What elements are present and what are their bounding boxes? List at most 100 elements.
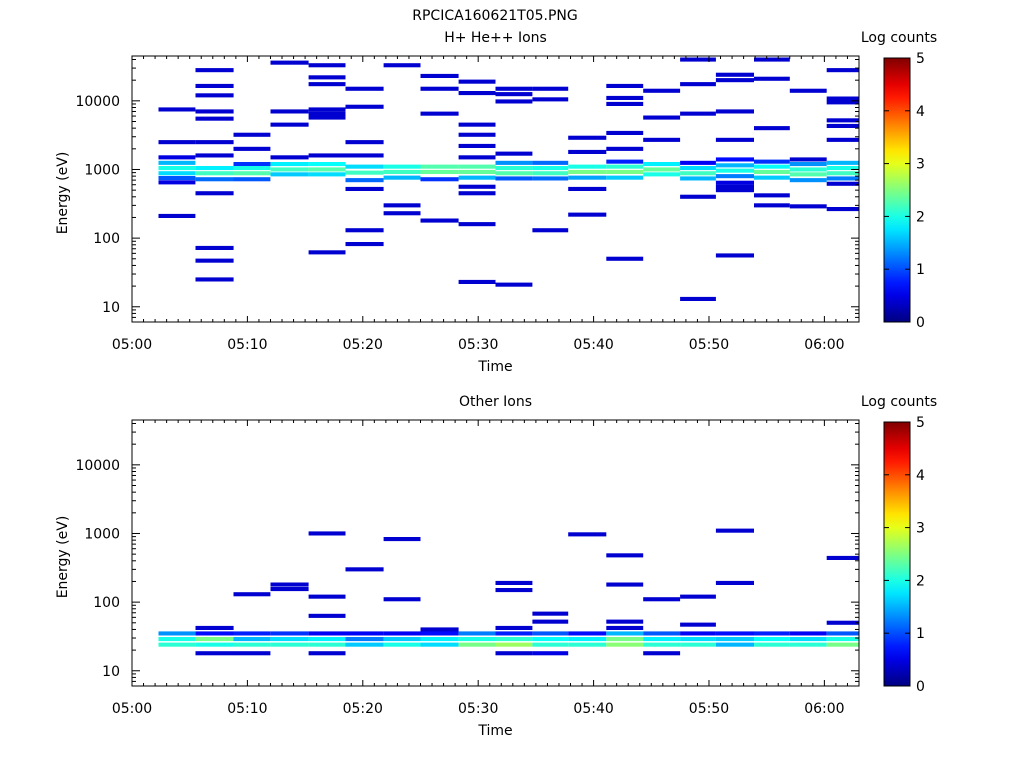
spectrogram-cell [789,642,827,647]
spectrogram-cell [715,174,754,179]
spectrogram-cell [383,203,421,208]
spectrogram-cell [233,592,271,597]
colorbar-tick-label: 2 [916,573,925,589]
spectrogram-cell [715,580,754,585]
spectrogram-cell [270,162,309,167]
x-tick-label: 06:00 [804,701,844,717]
spectrogram-cell [195,166,234,171]
spectrogram-cell [532,611,569,616]
spectrogram-cell [233,631,271,636]
spectrogram-cells [158,57,859,301]
spectrogram-cell [532,642,569,647]
spectrogram-cell [715,157,754,162]
spectrogram-cell [715,637,754,642]
spectrogram-cell [308,613,346,618]
spectrogram-cell [568,631,607,636]
spectrogram-cell [233,146,271,151]
colorbar-tick-label: 5 [916,51,925,67]
spectrogram-cell [158,107,196,112]
spectrogram-cell [826,96,859,101]
spectrogram-cell [606,553,644,558]
spectrogram-cell [495,631,533,636]
spectrogram-cell [754,203,790,208]
spectrogram-cell [495,580,533,585]
spectrogram-cell [458,191,496,196]
spectrogram-cell [458,91,496,96]
colorbar-tick-label: 3 [916,521,925,537]
spectrogram-cell [458,169,496,174]
colorbar [883,57,911,323]
spectrogram-cell [308,250,346,255]
spectrogram-cell [754,637,790,642]
spectrogram-cell [458,279,496,284]
spectrogram-cell [345,242,384,247]
spectrogram-cell [606,164,644,169]
colorbar-tick-label: 0 [916,679,925,695]
spectrogram-cell [270,60,309,65]
spectrogram-cell [532,631,569,636]
spectrogram-cell [826,176,859,181]
spectrogram-cell [680,82,716,87]
spectrogram-cell [308,642,346,647]
spectrogram-cell [789,157,827,162]
spectrogram-cell [308,637,346,642]
spectrogram-cell [345,140,384,145]
spectrogram-cell [643,631,681,636]
spectrogram-cell [643,137,681,142]
spectrogram-cell [495,166,533,171]
spectrogram-cell [308,111,346,116]
y-axis-label: Energy (eV) [55,152,71,235]
spectrogram-cell [568,642,607,647]
spectrogram-cell [532,651,569,656]
spectrogram-cell [233,171,271,176]
spectrogram-cell [606,256,644,261]
spectrogram-cell [195,177,234,182]
spectrogram-cell [606,175,644,180]
spectrogram-cell [826,100,859,105]
spectrogram-cell [826,637,859,642]
spectrogram-cell [233,642,271,647]
spectrogram-cell [270,587,309,592]
spectrogram-cell [789,204,827,209]
spectrogram-cell [754,159,790,164]
spectrogram-cell [420,218,459,223]
spectrogram-cell [715,109,754,114]
spectrogram-cells [158,528,859,656]
spectrogram-cell [643,88,681,93]
spectrogram-cell [826,207,859,212]
y-tick-label: 100 [93,231,120,247]
spectrogram-cell [158,176,196,181]
spectrogram-cell [458,175,496,180]
spectrogram-cell [345,178,384,183]
spectrogram-cell [495,99,533,104]
y-axis-label: Energy (eV) [55,516,71,599]
spectrogram-cell [195,258,234,263]
spectrogram-cell [195,191,234,196]
spectrogram-cell [308,631,346,636]
spectrogram-cell [420,86,459,91]
spectrogram-cell [606,582,644,587]
spectrogram-cell [458,184,496,189]
spectrogram-cell [158,637,196,642]
spectrogram-cell [345,170,384,175]
spectrogram-cell [643,642,681,647]
spectrogram-cell [233,166,271,171]
spectrogram-cell [158,180,196,185]
spectrogram-cell [606,619,644,624]
spectrogram-cell [308,107,346,112]
spectrogram-cell [383,211,421,216]
spectrogram-cell [789,631,827,636]
spectrogram-cell [532,619,569,624]
spectrogram-cell [420,111,459,116]
spectrogram-cell [680,111,716,116]
spectrogram-cell [195,68,234,73]
colorbar-tick-label: 0 [916,315,925,331]
spectrogram-cell [826,118,859,123]
spectrogram-cell [195,109,234,114]
spectrogram-cell [458,164,496,169]
spectrogram-cell [195,642,234,647]
spectrogram-cell [195,625,234,630]
spectrogram-cell [568,186,607,191]
spectrogram-cell [270,122,309,127]
spectrogram-cell [643,597,681,602]
